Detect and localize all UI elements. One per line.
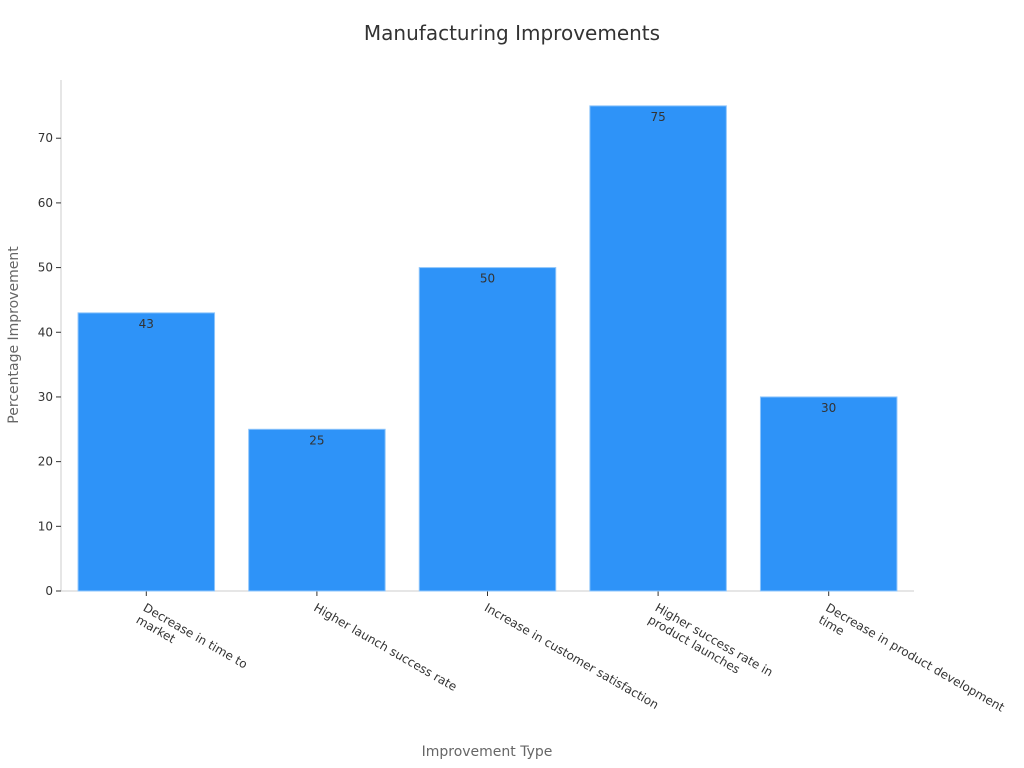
y-tick-label: 20 <box>38 455 53 469</box>
bar <box>759 396 898 592</box>
chart-title: Manufacturing Improvements <box>364 21 660 45</box>
y-tick-label: 70 <box>38 131 53 145</box>
x-tick-label: Decrease in product developmenttime <box>816 600 1007 726</box>
bar-value-label: 43 <box>139 317 154 331</box>
x-tick-label: Higher success rate inproduct launches <box>646 600 776 691</box>
y-tick-label: 50 <box>38 261 53 275</box>
y-tick-label: 60 <box>38 196 53 210</box>
bar-labels-group: 43 25 50 75 30 <box>139 110 837 447</box>
x-axis: Decrease in time tomarket Higher launch s… <box>61 590 1007 726</box>
bar <box>418 267 557 592</box>
y-tick-label: 40 <box>38 325 53 339</box>
bar-value-label: 30 <box>821 401 836 415</box>
y-axis-label: Percentage Improvement <box>6 246 22 424</box>
y-tick-label: 0 <box>45 584 53 598</box>
x-tick-label: Increase in customer satisfaction <box>482 600 661 711</box>
bar-value-label: 25 <box>309 433 324 447</box>
bar-value-label: 75 <box>650 110 665 124</box>
x-axis-label: Improvement Type <box>422 744 553 760</box>
bar <box>248 428 386 592</box>
bars-group <box>77 105 898 592</box>
y-tick-label: 10 <box>38 519 53 533</box>
x-tick-label: Higher launch success rate <box>311 600 459 694</box>
bar <box>589 105 727 592</box>
bar <box>77 312 216 592</box>
y-axis: 0 10 20 30 40 50 60 70 <box>38 80 62 598</box>
y-tick-label: 30 <box>38 390 53 404</box>
x-tick-label: Decrease in time tomarket <box>134 600 250 683</box>
bar-value-label: 50 <box>480 272 495 286</box>
